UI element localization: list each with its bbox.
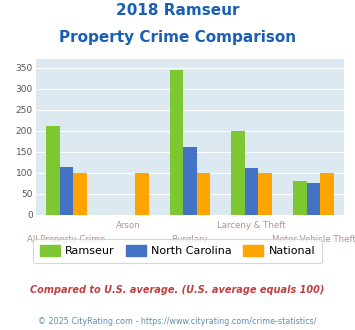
Bar (60, 167, 73, 214)
Text: Arson: Arson (116, 221, 141, 230)
Legend: Ramseur, North Carolina, National: Ramseur, North Carolina, National (33, 239, 322, 263)
Bar (170, 70, 183, 214)
Text: Property Crime Comparison: Property Crime Comparison (59, 30, 296, 45)
Text: All Property Crime: All Property Crime (27, 235, 105, 244)
Text: 2018 Ramseur: 2018 Ramseur (116, 3, 239, 18)
Bar (320, 173, 334, 214)
Bar (245, 168, 258, 214)
Bar (307, 183, 320, 214)
Text: © 2025 CityRating.com - https://www.cityrating.com/crime-statistics/: © 2025 CityRating.com - https://www.city… (38, 317, 317, 326)
Bar (197, 173, 210, 214)
Bar (293, 181, 307, 214)
Bar (135, 173, 148, 214)
Text: Compared to U.S. average. (U.S. average equals 100): Compared to U.S. average. (U.S. average … (30, 285, 325, 295)
Text: Burglary: Burglary (171, 235, 208, 244)
Bar (231, 131, 245, 214)
Bar (46, 126, 60, 214)
Text: Larceny & Theft: Larceny & Theft (217, 221, 286, 230)
Text: Motor Vehicle Theft: Motor Vehicle Theft (272, 235, 355, 244)
Bar (73, 173, 87, 214)
Bar (183, 148, 197, 214)
Bar (258, 173, 272, 214)
